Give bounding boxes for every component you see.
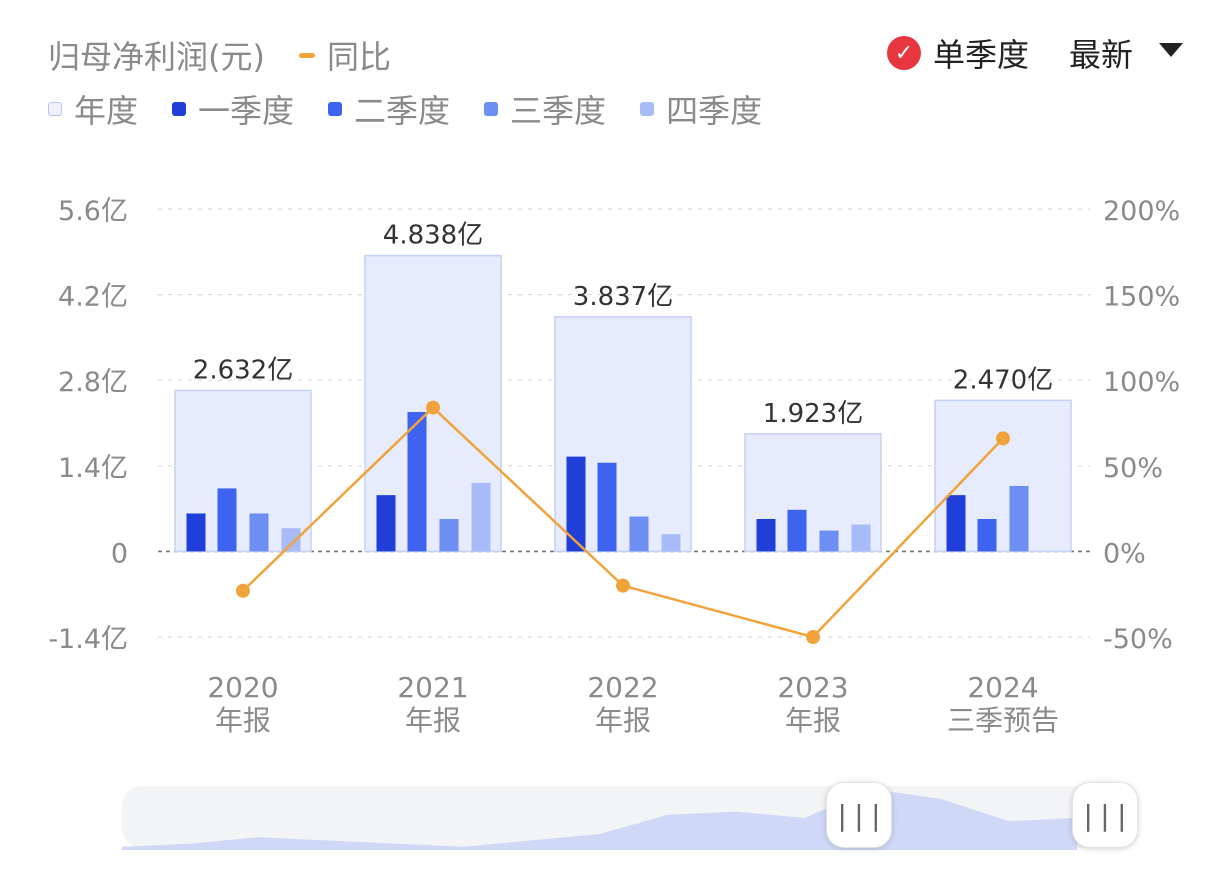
left-axis-tick-label: 2.8亿 <box>58 367 128 398</box>
x-axis-year-label: 2024 <box>967 671 1038 704</box>
legend-q4-label: 四季度 <box>666 92 763 130</box>
single-quarter-toggle[interactable]: ✓ 单季度 <box>886 30 1029 76</box>
legend-q1[interactable]: 一季度 <box>172 86 294 132</box>
legend-q2[interactable]: 二季度 <box>328 86 450 132</box>
quarter-bar-q1 <box>756 518 776 552</box>
q1-swatch <box>172 102 187 116</box>
legend-series-row: 年度 一季度 二季度 三季度 四季度 <box>48 86 796 132</box>
annual-value-label: 3.837亿 <box>573 282 673 312</box>
left-axis-tick-label: 0 <box>111 538 128 569</box>
single-quarter-label: 单季度 <box>932 36 1029 74</box>
x-axis-period-label: 年报 <box>595 704 651 737</box>
legend-q2-label: 二季度 <box>354 92 451 130</box>
annual-value-label: 2.470亿 <box>953 365 1053 395</box>
quarter-bar-q4 <box>471 482 491 552</box>
left-axis-tick-label: 4.2亿 <box>58 282 128 313</box>
legend-annual-label: 年度 <box>74 92 139 130</box>
quarter-bar-q3 <box>1009 485 1029 552</box>
yoy-point <box>426 400 440 415</box>
yoy-point <box>616 578 630 593</box>
scroller-overview <box>122 786 1137 850</box>
annual-value-label: 4.838亿 <box>383 221 483 251</box>
right-axis-tick-label: 100% <box>1103 367 1180 398</box>
right-axis-tick-label: 50% <box>1103 453 1163 484</box>
quarter-bar-q3 <box>629 516 649 552</box>
x-axis-year-label: 2020 <box>207 671 278 704</box>
legend-yoy[interactable]: 同比 <box>298 32 391 78</box>
quarter-bar-q3 <box>249 513 269 552</box>
range-scroller[interactable]: ||| ||| <box>122 782 1138 852</box>
latest-dropdown[interactable]: 最新 <box>1069 30 1183 76</box>
left-axis-tick-label: 1.4亿 <box>58 453 128 484</box>
quarter-bar-q3 <box>819 530 839 552</box>
x-axis-period-label: 年报 <box>785 704 841 737</box>
x-axis-period-label: 年报 <box>405 704 461 737</box>
yoy-point <box>806 630 820 644</box>
chart-title: 归母净利润(元) <box>48 38 265 76</box>
q2-swatch <box>328 102 343 116</box>
x-axis-year-label: 2022 <box>587 671 658 704</box>
quarter-bar-q4 <box>661 534 681 552</box>
quarter-bar-q2 <box>217 488 237 552</box>
latest-label: 最新 <box>1068 36 1133 74</box>
annual-value-label: 1.923亿 <box>763 399 863 429</box>
x-axis-year-label: 2023 <box>777 671 848 704</box>
legend-annual[interactable]: 年度 <box>48 86 138 132</box>
legend-q1-label: 一季度 <box>198 92 295 130</box>
quarter-bar-q3 <box>439 518 459 552</box>
quarter-bar-q2 <box>977 518 997 552</box>
quarter-bar-q2 <box>407 411 427 552</box>
caret-down-icon <box>1159 43 1183 57</box>
legend-yoy-label: 同比 <box>326 38 391 76</box>
right-axis-tick-label: 0% <box>1103 538 1146 569</box>
legend-q3-label: 三季度 <box>510 92 607 130</box>
annual-value-label: 2.632亿 <box>193 355 293 385</box>
quarter-bar-q2 <box>787 509 807 552</box>
x-axis-year-label: 2021 <box>397 671 468 704</box>
legend-top-row: 归母净利润(元) 同比 <box>48 32 425 78</box>
quarter-bar-q4 <box>281 528 301 552</box>
legend-q3[interactable]: 三季度 <box>484 86 606 132</box>
right-axis-tick-label: -50% <box>1103 624 1173 655</box>
quarter-bar-q1 <box>186 513 206 552</box>
quarter-bar-q1 <box>376 495 396 552</box>
x-axis-period-label: 三季预告 <box>947 704 1059 737</box>
left-axis-tick-label: 5.6亿 <box>58 196 128 227</box>
left-axis-tick-label: -1.4亿 <box>48 624 128 655</box>
x-axis-period-label: 年报 <box>215 704 271 737</box>
quarter-bar-q1 <box>566 456 586 552</box>
scroller-right-handle[interactable]: ||| <box>1072 782 1138 848</box>
yoy-point <box>236 583 250 598</box>
chart-controls: ✓ 单季度 最新 <box>886 30 1183 76</box>
yoy-point <box>996 431 1010 446</box>
annual-swatch <box>48 102 62 116</box>
quarter-bar-q4 <box>851 524 871 552</box>
legend-q4[interactable]: 四季度 <box>640 86 762 132</box>
q3-swatch <box>484 102 499 116</box>
q4-swatch <box>640 102 655 116</box>
yoy-line-swatch <box>298 52 315 58</box>
right-axis-tick-label: 150% <box>1103 282 1180 313</box>
checkmark-icon: ✓ <box>886 36 921 70</box>
quarter-bar-q2 <box>597 462 617 552</box>
quarter-bar-q1 <box>946 495 966 552</box>
right-axis-tick-label: 200% <box>1103 196 1180 227</box>
scroller-left-handle[interactable]: ||| <box>826 782 892 848</box>
